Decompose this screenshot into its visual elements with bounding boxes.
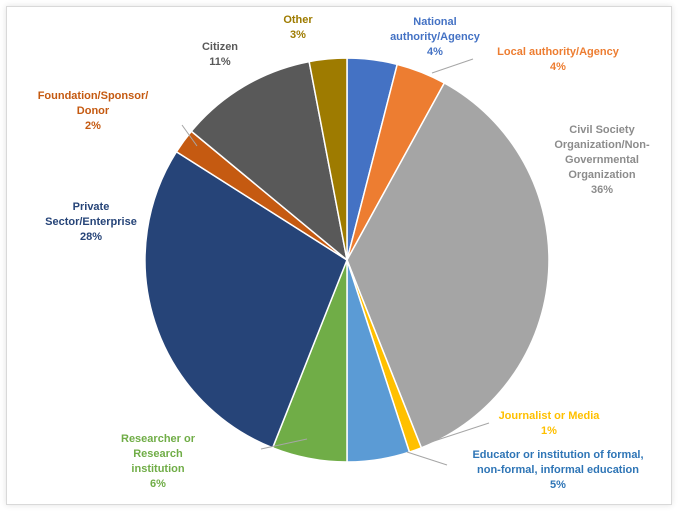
- slice-label-line: Foundation/Sponsor/: [37, 90, 149, 102]
- slice-label-line: Sector/Enterprise: [45, 216, 137, 228]
- pie-chart: [144, 57, 550, 466]
- pie-slice-8: [190, 60, 349, 262]
- slice-label-line: authority/Agency: [390, 31, 480, 43]
- slice-value-label: 4%: [427, 46, 443, 58]
- chart-frame: National authority/Agency 4% Local authorit…: [6, 6, 672, 505]
- slice-label-line: non-formal, informal education: [477, 464, 639, 476]
- slice-label-5: Researcher or Research institution 6%: [103, 432, 213, 492]
- leader-line-5: [260, 438, 308, 450]
- leader-line-1: [431, 58, 474, 74]
- slice-value-label: 36%: [590, 184, 614, 196]
- slice-label-line: institution: [131, 463, 185, 475]
- slice-label-line: National: [413, 16, 457, 28]
- pie-slice-6: [144, 150, 348, 449]
- slice-label-8: Citizen 11%: [185, 40, 255, 70]
- slice-value-label: 11%: [209, 56, 231, 68]
- slice-label-line: Organization/Non-: [554, 139, 650, 151]
- slice-label-line: Donor: [76, 105, 110, 117]
- slice-label-0: National authority/Agency 4%: [360, 15, 510, 60]
- slice-value-label: 2%: [85, 120, 101, 132]
- slice-label-line: Civil Society: [569, 124, 635, 136]
- slice-label-7: Foundation/Sponsor/Donor 2%: [13, 89, 173, 134]
- slice-label-line: Citizen: [201, 41, 239, 53]
- slice-label-line: Other: [283, 14, 313, 26]
- slice-value-label: 5%: [550, 479, 566, 491]
- pie-slice-2: [346, 81, 550, 449]
- slice-label-9: Other 3%: [273, 13, 323, 43]
- slice-label-line: Educator or institution of formal,: [472, 449, 644, 461]
- pie-slices: [144, 57, 550, 463]
- slice-label-3: Journalist or Media 1%: [489, 409, 609, 439]
- slice-label-4: Educator or institution of formal, non-fo…: [443, 448, 673, 493]
- slice-value-label: 3%: [290, 29, 306, 41]
- leader-line-3: [427, 422, 490, 444]
- slice-label-line: Research: [133, 448, 183, 460]
- slice-label-line: Local authority/Agency: [497, 46, 619, 58]
- slice-label-2: Civil Society Organization/Non- Government…: [527, 123, 677, 198]
- leader-line-7: [181, 124, 198, 147]
- slice-label-6: Private Sector/Enterprise 28%: [21, 200, 161, 245]
- slice-label-line: Governmental: [565, 154, 639, 166]
- slice-value-label: 4%: [550, 61, 566, 73]
- slice-value-label: 28%: [79, 231, 103, 243]
- leader-line-4: [406, 451, 448, 466]
- pie-slice-9: [308, 57, 348, 261]
- slice-label-1: Local authority/Agency 4%: [473, 45, 643, 75]
- slice-label-line: Journalist or Media: [498, 410, 600, 422]
- slice-label-line: Organization: [568, 169, 636, 181]
- slice-value-label: 6%: [150, 478, 166, 490]
- leader-lines: [181, 58, 490, 466]
- slice-value-label: 1%: [541, 425, 557, 437]
- slice-label-line: Private: [72, 201, 110, 213]
- slice-label-line: Researcher or: [121, 433, 195, 445]
